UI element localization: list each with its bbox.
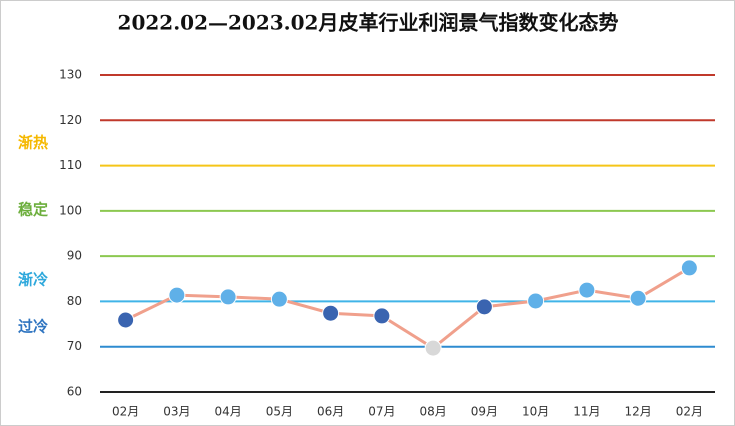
y-tick-label: 60 xyxy=(67,385,82,399)
y-tick-label: 90 xyxy=(67,249,82,263)
zone-label: 渐热 xyxy=(18,134,48,152)
x-tick-label: 09月 xyxy=(471,405,498,419)
x-tick-label: 03月 xyxy=(163,405,190,419)
x-tick-label: 10月 xyxy=(522,405,549,419)
point xyxy=(270,290,288,308)
x-tick-label: 07月 xyxy=(368,405,395,419)
y-tick-label: 100 xyxy=(59,203,82,217)
y-tick-label: 120 xyxy=(59,113,82,127)
x-tick-label: 02月 xyxy=(112,405,139,419)
series-line xyxy=(124,266,691,350)
x-tick-label: 02月 xyxy=(676,405,703,419)
x-tick-label: 12月 xyxy=(624,405,651,419)
zone-label: 渐冷 xyxy=(18,271,48,289)
x-tick-label: 04月 xyxy=(214,405,241,419)
point xyxy=(680,259,698,277)
x-tick-label: 06月 xyxy=(317,405,344,419)
y-tick-label: 70 xyxy=(67,339,82,353)
zone-label: 过冷 xyxy=(18,318,48,336)
y-tick-label: 130 xyxy=(59,68,82,82)
point xyxy=(475,298,493,316)
point xyxy=(373,307,391,325)
y-tick-label: 80 xyxy=(67,294,82,308)
y-tick-label: 110 xyxy=(59,158,82,172)
zone-label: 稳定 xyxy=(18,201,48,219)
x-tick-label: 11月 xyxy=(573,405,600,419)
point xyxy=(578,281,596,299)
chart-title: 2022.02—2023.02月皮革行业利润景气指数变化态势 xyxy=(118,11,619,35)
point xyxy=(424,339,442,357)
point xyxy=(219,288,237,306)
point xyxy=(322,304,340,322)
point xyxy=(629,289,647,307)
x-tick-label: 08月 xyxy=(419,405,446,419)
point xyxy=(117,311,135,329)
point xyxy=(527,292,545,310)
point xyxy=(168,286,186,304)
x-tick-label: 05月 xyxy=(266,405,293,419)
